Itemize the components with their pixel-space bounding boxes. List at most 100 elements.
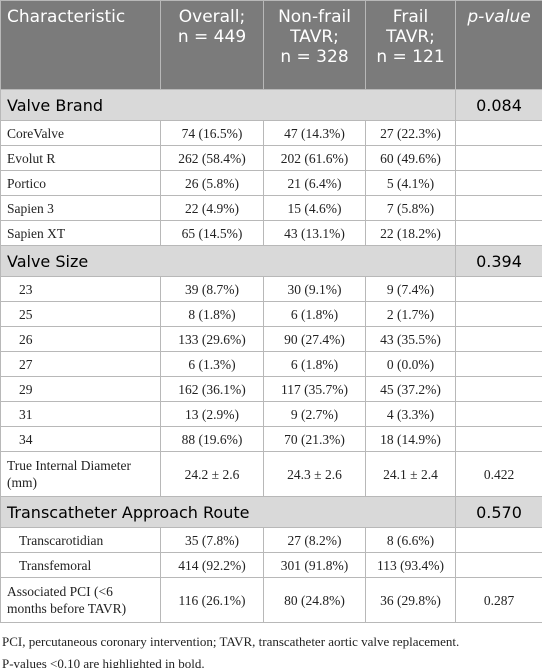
value-cell: 8 (6.6%) [365, 527, 456, 553]
header-cell: Overall; n = 449 [160, 0, 264, 90]
header-line: TAVR; [290, 27, 339, 47]
empty-cell [455, 552, 542, 578]
data-row: 27 6 (1.3%) 6 (1.8%) 0 (0.0%) [0, 351, 542, 377]
value-cell: 202 (61.6%) [263, 145, 366, 171]
value-cell: 22 (18.2%) [365, 220, 456, 246]
value-cell: 262 (58.4%) [160, 145, 264, 171]
data-row: 34 88 (19.6%) 70 (21.3%) 18 (14.9%) [0, 426, 542, 452]
value-cell: 2 (1.7%) [365, 301, 456, 327]
value-cell: 80 (24.8%) [263, 577, 366, 623]
value-cell: 22 (4.9%) [160, 195, 264, 221]
row-label: 31 [0, 401, 161, 427]
row-label: 23 [0, 276, 161, 302]
value-cell: 18 (14.9%) [365, 426, 456, 452]
row-label: True Internal Diameter (mm) [0, 451, 161, 497]
value-cell: 60 (49.6%) [365, 145, 456, 171]
empty-cell [455, 351, 542, 377]
value-cell: 414 (92.2%) [160, 552, 264, 578]
row-label: Transfemoral [0, 552, 161, 578]
row-label: 27 [0, 351, 161, 377]
empty-cell [455, 120, 542, 146]
value-cell: 7 (5.8%) [365, 195, 456, 221]
value-cell: 117 (35.7%) [263, 376, 366, 402]
row-label: 26 [0, 326, 161, 352]
empty-cell [455, 426, 542, 452]
value-cell: 24.3 ± 2.6 [263, 451, 366, 497]
section-title: Valve Size [0, 245, 456, 277]
data-row: Sapien 3 22 (4.9%) 15 (4.6%) 7 (5.8%) [0, 195, 542, 221]
empty-cell [455, 301, 542, 327]
value-cell: 21 (6.4%) [263, 170, 366, 196]
value-cell: 24.2 ± 2.6 [160, 451, 264, 497]
data-row: Transcarotidian 35 (7.8%) 27 (8.2%) 8 (6.6%… [0, 527, 542, 553]
empty-cell [455, 326, 542, 352]
value-cell: 47 (14.3%) [263, 120, 366, 146]
empty-cell [455, 527, 542, 553]
header-line: TAVR; [386, 27, 435, 47]
section-row: Valve Size 0.394 [0, 245, 542, 277]
value-cell: 30 (9.1%) [263, 276, 366, 302]
section-title: Valve Brand [0, 89, 456, 121]
value-cell: 27 (8.2%) [263, 527, 366, 553]
footnotes: PCI, percutaneous coronary intervention;… [0, 623, 542, 668]
data-row: 31 13 (2.9%) 9 (2.7%) 4 (3.3%) [0, 401, 542, 427]
header-line: n = 121 [376, 47, 445, 67]
data-row: 25 8 (1.8%) 6 (1.8%) 2 (1.7%) [0, 301, 542, 327]
footnote: P-values <0.10 are highlighted in bold. [2, 656, 205, 668]
data-row: Portico 26 (5.8%) 21 (6.4%) 5 (4.1%) [0, 170, 542, 196]
value-cell: 113 (93.4%) [365, 552, 456, 578]
value-cell: 35 (7.8%) [160, 527, 264, 553]
value-cell: 162 (36.1%) [160, 376, 264, 402]
value-cell: 6 (1.8%) [263, 301, 366, 327]
data-row: 29 162 (36.1%) 117 (35.7%) 45 (37.2%) [0, 376, 542, 402]
empty-cell [455, 145, 542, 171]
empty-cell [455, 401, 542, 427]
value-cell: 43 (13.1%) [263, 220, 366, 246]
section-p-value: 0.570 [455, 496, 542, 528]
table: Characteristic Overall; n = 449 Non-frail TA… [0, 0, 542, 623]
row-label: Transcarotidian [0, 527, 161, 553]
header-line: Non-frail [278, 7, 351, 27]
header-row: Characteristic Overall; n = 449 Non-frail TA… [0, 0, 542, 90]
row-label: CoreValve [0, 120, 161, 146]
data-row: 23 39 (8.7%) 30 (9.1%) 9 (7.4%) [0, 276, 542, 302]
value-cell: 9 (2.7%) [263, 401, 366, 427]
value-cell: 36 (29.8%) [365, 577, 456, 623]
section-p-value: 0.394 [455, 245, 542, 277]
section-title: Transcatheter Approach Route [0, 496, 456, 528]
header-line: Frail [392, 7, 429, 27]
row-label: Sapien 3 [0, 195, 161, 221]
row-label: Associated PCI (<6 months before TAVR) [0, 577, 161, 623]
value-cell: 9 (7.4%) [365, 276, 456, 302]
value-cell: 6 (1.3%) [160, 351, 264, 377]
value-cell: 8 (1.8%) [160, 301, 264, 327]
value-cell: 13 (2.9%) [160, 401, 264, 427]
row-label: 34 [0, 426, 161, 452]
empty-cell [455, 220, 542, 246]
value-cell: 0 (0.0%) [365, 351, 456, 377]
value-cell: 301 (91.8%) [263, 552, 366, 578]
footnote: PCI, percutaneous coronary intervention;… [2, 634, 460, 649]
header-line: Overall; [178, 7, 246, 27]
value-cell: 45 (37.2%) [365, 376, 456, 402]
value-cell: 39 (8.7%) [160, 276, 264, 302]
data-row: CoreValve 74 (16.5%) 47 (14.3%) 27 (22.3%) [0, 120, 542, 146]
empty-cell [455, 376, 542, 402]
value-cell: 26 (5.8%) [160, 170, 264, 196]
p-value: 0.287 [455, 577, 542, 623]
header-cell: p-value [455, 0, 542, 90]
value-cell: 15 (4.6%) [263, 195, 366, 221]
data-row: 26 133 (29.6%) 90 (27.4%) 43 (35.5%) [0, 326, 542, 352]
section-row: Transcatheter Approach Route 0.570 [0, 496, 542, 528]
value-cell: 4 (3.3%) [365, 401, 456, 427]
value-cell: 70 (21.3%) [263, 426, 366, 452]
row-label: Portico [0, 170, 161, 196]
value-cell: 74 (16.5%) [160, 120, 264, 146]
data-row: Sapien XT 65 (14.5%) 43 (13.1%) 22 (18.2%) [0, 220, 542, 246]
header-cell: Frail TAVR; n = 121 [365, 0, 456, 90]
value-cell: 88 (19.6%) [160, 426, 264, 452]
value-cell: 27 (22.3%) [365, 120, 456, 146]
value-cell: 116 (26.1%) [160, 577, 264, 623]
value-cell: 133 (29.6%) [160, 326, 264, 352]
